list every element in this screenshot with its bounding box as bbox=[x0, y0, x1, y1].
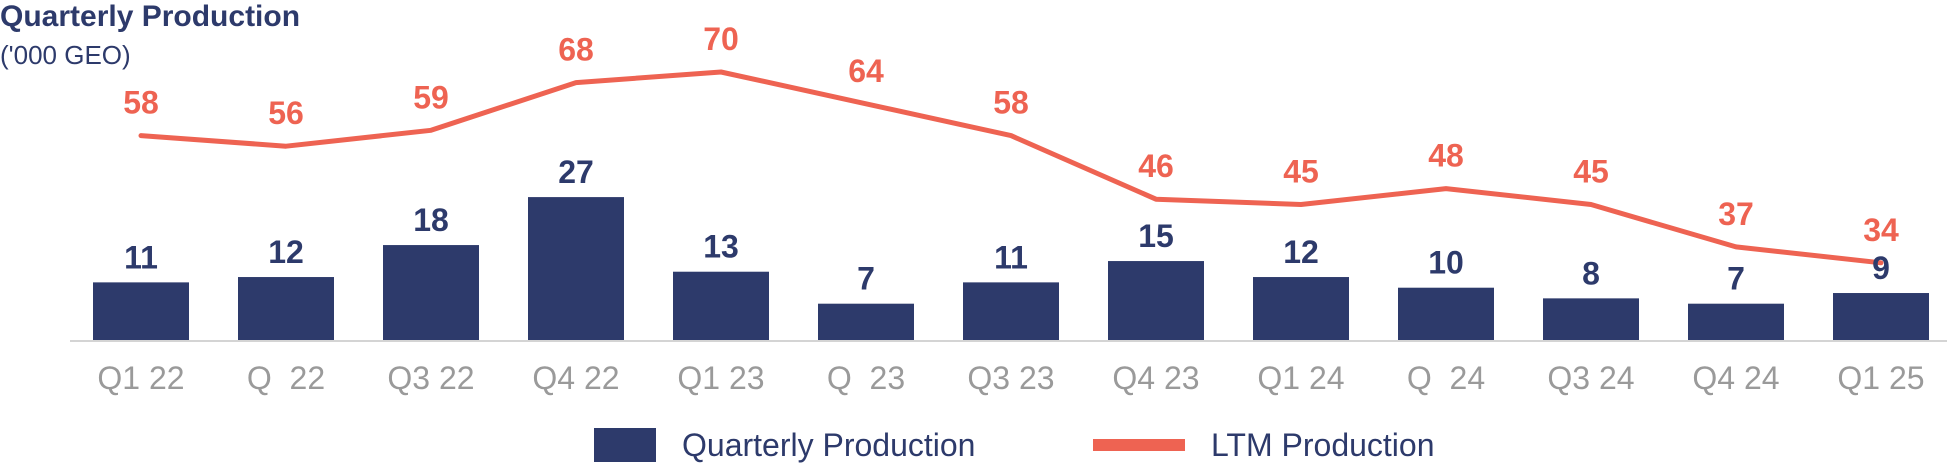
line-value-label: 45 bbox=[1283, 154, 1319, 190]
bar-value-label: 12 bbox=[1283, 234, 1319, 270]
x-tick-label: Q1 25 bbox=[1837, 360, 1924, 396]
line-value-label: 37 bbox=[1718, 196, 1754, 232]
legend-item-quarterly-production: Quarterly Production bbox=[594, 425, 975, 465]
x-tick-label: Q1 23 bbox=[677, 360, 764, 396]
chart-title: Quarterly Production bbox=[0, 0, 301, 33]
x-tick-label: Q3 23 bbox=[967, 360, 1054, 396]
bar-4 bbox=[673, 271, 769, 341]
bar-9 bbox=[1398, 287, 1494, 341]
bar-value-label: 11 bbox=[124, 239, 158, 275]
line-value-label: 70 bbox=[703, 21, 739, 57]
legend-item-ltm-production: LTM Production bbox=[1093, 425, 1435, 465]
line-value-label: 59 bbox=[413, 79, 449, 115]
x-tick-label: Q1 22 bbox=[97, 360, 184, 396]
bar-value-label: 7 bbox=[1727, 261, 1745, 297]
bar-7 bbox=[1108, 261, 1204, 341]
legend-swatch-line bbox=[1093, 439, 1185, 451]
x-tick-label: Q 23 bbox=[827, 360, 905, 396]
x-tick-label: Q4 23 bbox=[1112, 360, 1199, 396]
line-value-label: 64 bbox=[848, 53, 884, 89]
bar-value-label: 13 bbox=[703, 229, 739, 265]
bar-0 bbox=[93, 282, 189, 341]
ltm-production-line bbox=[138, 69, 1884, 266]
x-tick-label: Q3 24 bbox=[1547, 360, 1634, 396]
chart-header: Quarterly Production ('000 GEO) bbox=[0, 0, 800, 70]
bar-2 bbox=[383, 245, 479, 341]
bar-1 bbox=[238, 277, 334, 341]
line-value-label: 34 bbox=[1863, 212, 1899, 248]
line-value-label: 58 bbox=[993, 85, 1029, 121]
bar-value-label: 15 bbox=[1138, 218, 1174, 254]
bars-layer bbox=[93, 197, 1929, 341]
x-tick-label: Q3 22 bbox=[387, 360, 474, 396]
x-tick-label: Q4 24 bbox=[1692, 360, 1779, 396]
line-value-label: 46 bbox=[1138, 148, 1174, 184]
chart-subtitle: ('000 GEO) bbox=[0, 40, 131, 70]
legend-label-quarterly-production: Quarterly Production bbox=[682, 426, 976, 463]
bar-value-label: 11 bbox=[994, 239, 1028, 275]
line-value-label: 56 bbox=[268, 95, 304, 131]
bar-value-label: 7 bbox=[857, 261, 875, 297]
labels-layer: 11 12 18 27 13 7 11 15 12 10 8 7 9 58 56 59 68 70 64 58 46 45… bbox=[123, 21, 1899, 297]
line-layer bbox=[138, 69, 1884, 266]
legend: Quarterly Production LTM Production bbox=[0, 425, 1947, 465]
line-value-label: 58 bbox=[123, 85, 159, 121]
bar-5 bbox=[818, 303, 914, 341]
line-value-label: 48 bbox=[1428, 138, 1464, 174]
bar-11 bbox=[1688, 303, 1784, 341]
bar-value-label: 8 bbox=[1582, 255, 1600, 291]
line-value-label: 45 bbox=[1573, 154, 1609, 190]
bar-12 bbox=[1833, 293, 1929, 341]
bar-3 bbox=[528, 197, 624, 341]
bar-value-label: 10 bbox=[1428, 245, 1464, 281]
x-tick-label: Q1 24 bbox=[1257, 360, 1344, 396]
x-tick-label: Q 22 bbox=[247, 360, 325, 396]
legend-swatch-bar bbox=[594, 428, 656, 462]
legend-label-ltm-production: LTM Production bbox=[1211, 426, 1435, 463]
bar-value-label: 18 bbox=[413, 202, 449, 238]
bar-8 bbox=[1253, 277, 1349, 341]
line-value-label: 68 bbox=[558, 32, 594, 68]
bar-10 bbox=[1543, 298, 1639, 341]
bar-value-label: 9 bbox=[1872, 250, 1890, 286]
x-tick-label: Q 24 bbox=[1407, 360, 1485, 396]
bar-value-label: 12 bbox=[268, 234, 304, 270]
bar-6 bbox=[963, 282, 1059, 341]
x-axis-ticks: Q1 22 Q 22 Q3 22 Q4 22 Q1 23 Q 23 Q3 23 Q4 23 Q1… bbox=[97, 360, 1924, 396]
x-tick-label: Q4 22 bbox=[532, 360, 619, 396]
bar-value-label: 27 bbox=[558, 154, 594, 190]
